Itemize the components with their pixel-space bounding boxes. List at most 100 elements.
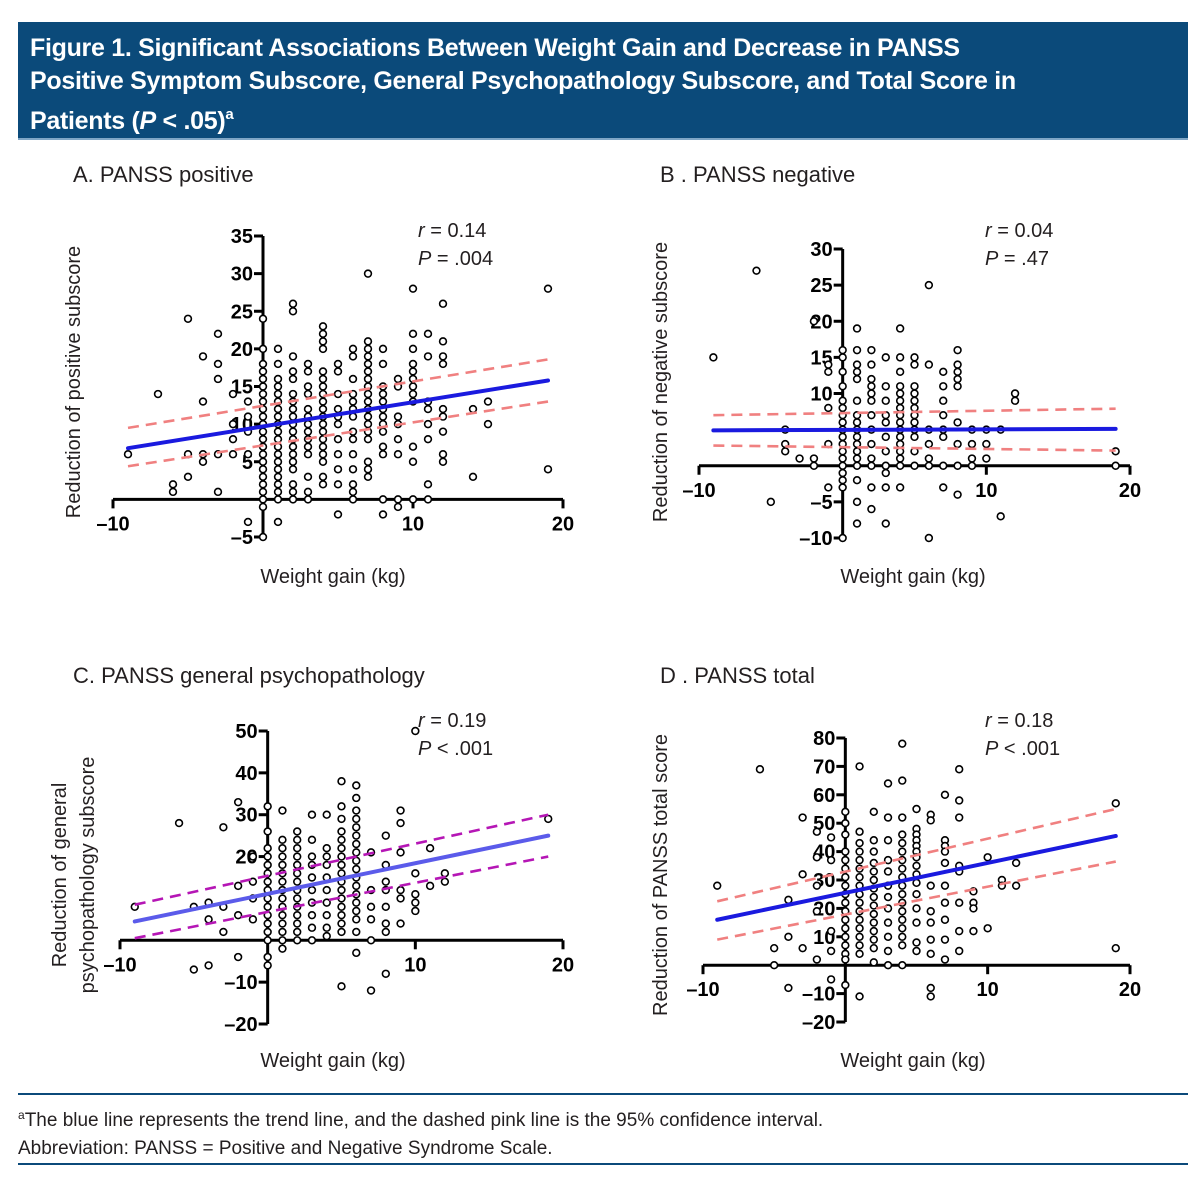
x-tick-label: 20 [552,513,574,535]
r-symbol: r [418,710,426,732]
data-point [273,382,283,391]
data-point [898,915,907,924]
y-tick-label: 80 [813,728,835,750]
data-point [348,344,358,354]
data-point [852,432,862,442]
data-point [852,519,862,528]
data-point [841,915,850,924]
data-point [174,818,184,828]
data-point [910,461,919,470]
data-point [318,457,328,466]
data-point [855,992,864,1001]
data-point [198,352,208,361]
data-point [293,910,302,920]
data-point [895,382,905,391]
data-point [939,410,948,420]
data-point [183,472,193,481]
data-point [333,465,343,474]
p-statistic: P < .001 [985,738,1060,760]
data-point [408,284,418,293]
data-point [293,860,302,870]
data-point [352,898,361,907]
data-point [363,367,373,376]
data-point [982,454,991,463]
data-point [288,480,298,489]
data-point [912,904,921,913]
data-point [953,360,962,369]
data-point [895,461,905,470]
data-point [895,483,905,492]
data-point [303,495,313,504]
data-point [363,269,373,278]
y-tick-label: –10 [802,984,835,1006]
data-point [798,943,807,953]
data-point [363,465,373,474]
data-point [826,946,836,956]
data-point [883,932,893,941]
data-point [352,906,361,916]
data-point [293,936,302,945]
data-point [258,532,268,542]
data-point [363,412,373,421]
data-point [366,986,376,995]
data-point [940,915,950,924]
data-point [288,367,298,376]
data-point [243,412,253,421]
data-point [263,827,272,836]
y-tick-label: 40 [235,763,257,785]
p-symbol: P [985,738,999,760]
data-point [333,359,343,369]
data-point [910,432,919,442]
data-point [153,389,163,399]
data-point [869,875,878,885]
data-point [278,936,287,945]
data-point [348,352,358,361]
data-point [438,337,448,346]
data-point [855,898,864,907]
data-point [841,941,850,950]
data-point [363,419,373,429]
data-point [233,952,243,962]
data-point [852,418,862,427]
data-point [867,410,876,420]
data-point [352,823,361,832]
data-point [322,923,331,932]
data-point [318,419,328,429]
data-point [826,975,836,984]
data-point [363,434,373,444]
data-point [322,931,331,941]
footnote-text-1: The blue line represents the trend line,… [24,1110,824,1131]
data-point [766,497,776,507]
data-point [841,932,850,941]
data-point [378,389,388,399]
ci-lower-line [716,860,1117,941]
data-point [940,847,950,856]
data-point [824,360,833,369]
data-point [337,910,346,920]
data-point [293,843,302,853]
r-symbol: r [985,710,993,732]
data-point [273,450,283,459]
data-point [273,495,283,504]
data-point [809,317,819,326]
x-axis-label: Weight gain (kg) [840,566,985,588]
data-point [219,927,228,937]
data-point [438,404,448,414]
data-point [273,480,283,489]
data-point [408,389,418,399]
data-point [337,869,346,878]
data-point [396,848,405,857]
data-point [393,502,403,512]
data-point [363,352,373,361]
data-point [924,439,934,449]
p-value: = .004 [431,248,493,270]
data-point [910,389,919,398]
data-point [852,396,862,405]
data-point [883,918,893,927]
data-point [213,329,223,339]
y-axis-label: Reduction of positive subscore [63,246,85,518]
data-point [337,814,346,824]
data-point [363,397,373,406]
data-point [307,910,317,920]
data-point [926,935,935,944]
